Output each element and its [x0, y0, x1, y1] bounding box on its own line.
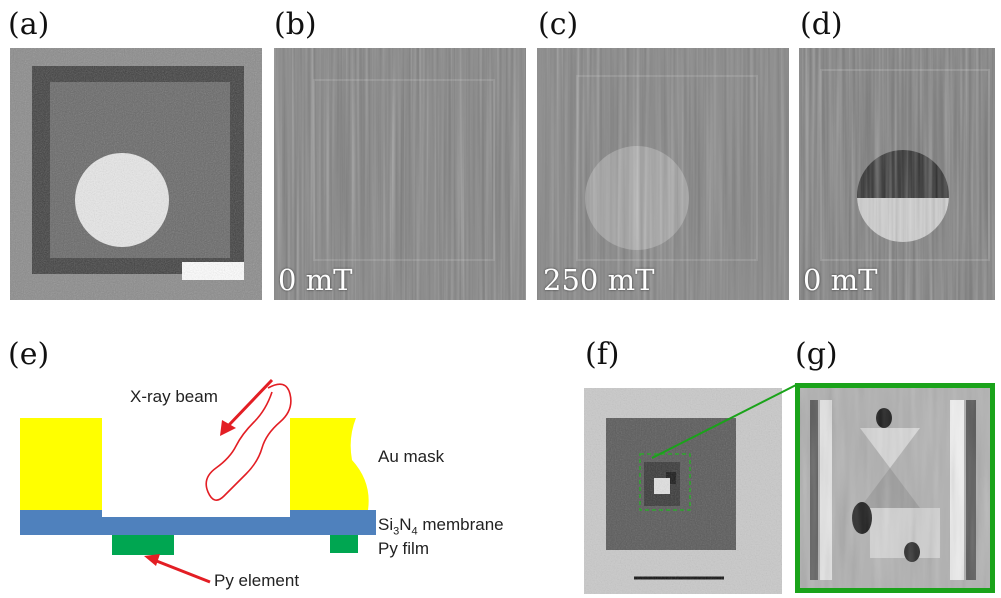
panel-b-image: 0 mT: [274, 48, 526, 300]
panel-label-e: (e): [8, 337, 50, 372]
panel-label-a: (a): [8, 7, 50, 42]
py-film: [330, 535, 358, 553]
panel-label-g: (g): [795, 337, 838, 372]
label-membrane: Si3N4 membrane: [378, 515, 504, 538]
field-label-b: 0 mT: [278, 263, 353, 297]
xray-wave: [205, 383, 292, 501]
panel-label-c: (c): [538, 7, 579, 42]
panel-f-image: [584, 388, 782, 594]
xray-arrow: [226, 378, 274, 428]
panel-label-d: (d): [800, 7, 843, 42]
panel-label-b: (b): [274, 7, 317, 42]
panel-g-image: [795, 383, 995, 593]
au-mask-right: [290, 418, 369, 512]
field-label-c: 250 mT: [543, 263, 655, 297]
label-xray-beam: X-ray beam: [130, 387, 218, 406]
label-py-element: Py element: [214, 571, 300, 590]
panel-e-diagram: X-ray beam Au mask Si3N4 membrane Py fil…: [0, 360, 560, 598]
label-au-mask: Au mask: [378, 447, 445, 466]
py-element: [112, 535, 174, 555]
panel-c-image: 250 mT: [537, 48, 789, 300]
panel-a-image: [10, 48, 262, 300]
py-element-arrow: [153, 558, 211, 584]
panel-label-f: (f): [585, 337, 620, 372]
label-py-film: Py film: [378, 539, 429, 558]
field-label-d: 0 mT: [803, 263, 878, 297]
panel-d-image: 0 mT: [799, 48, 995, 300]
au-mask-left: [20, 418, 102, 512]
